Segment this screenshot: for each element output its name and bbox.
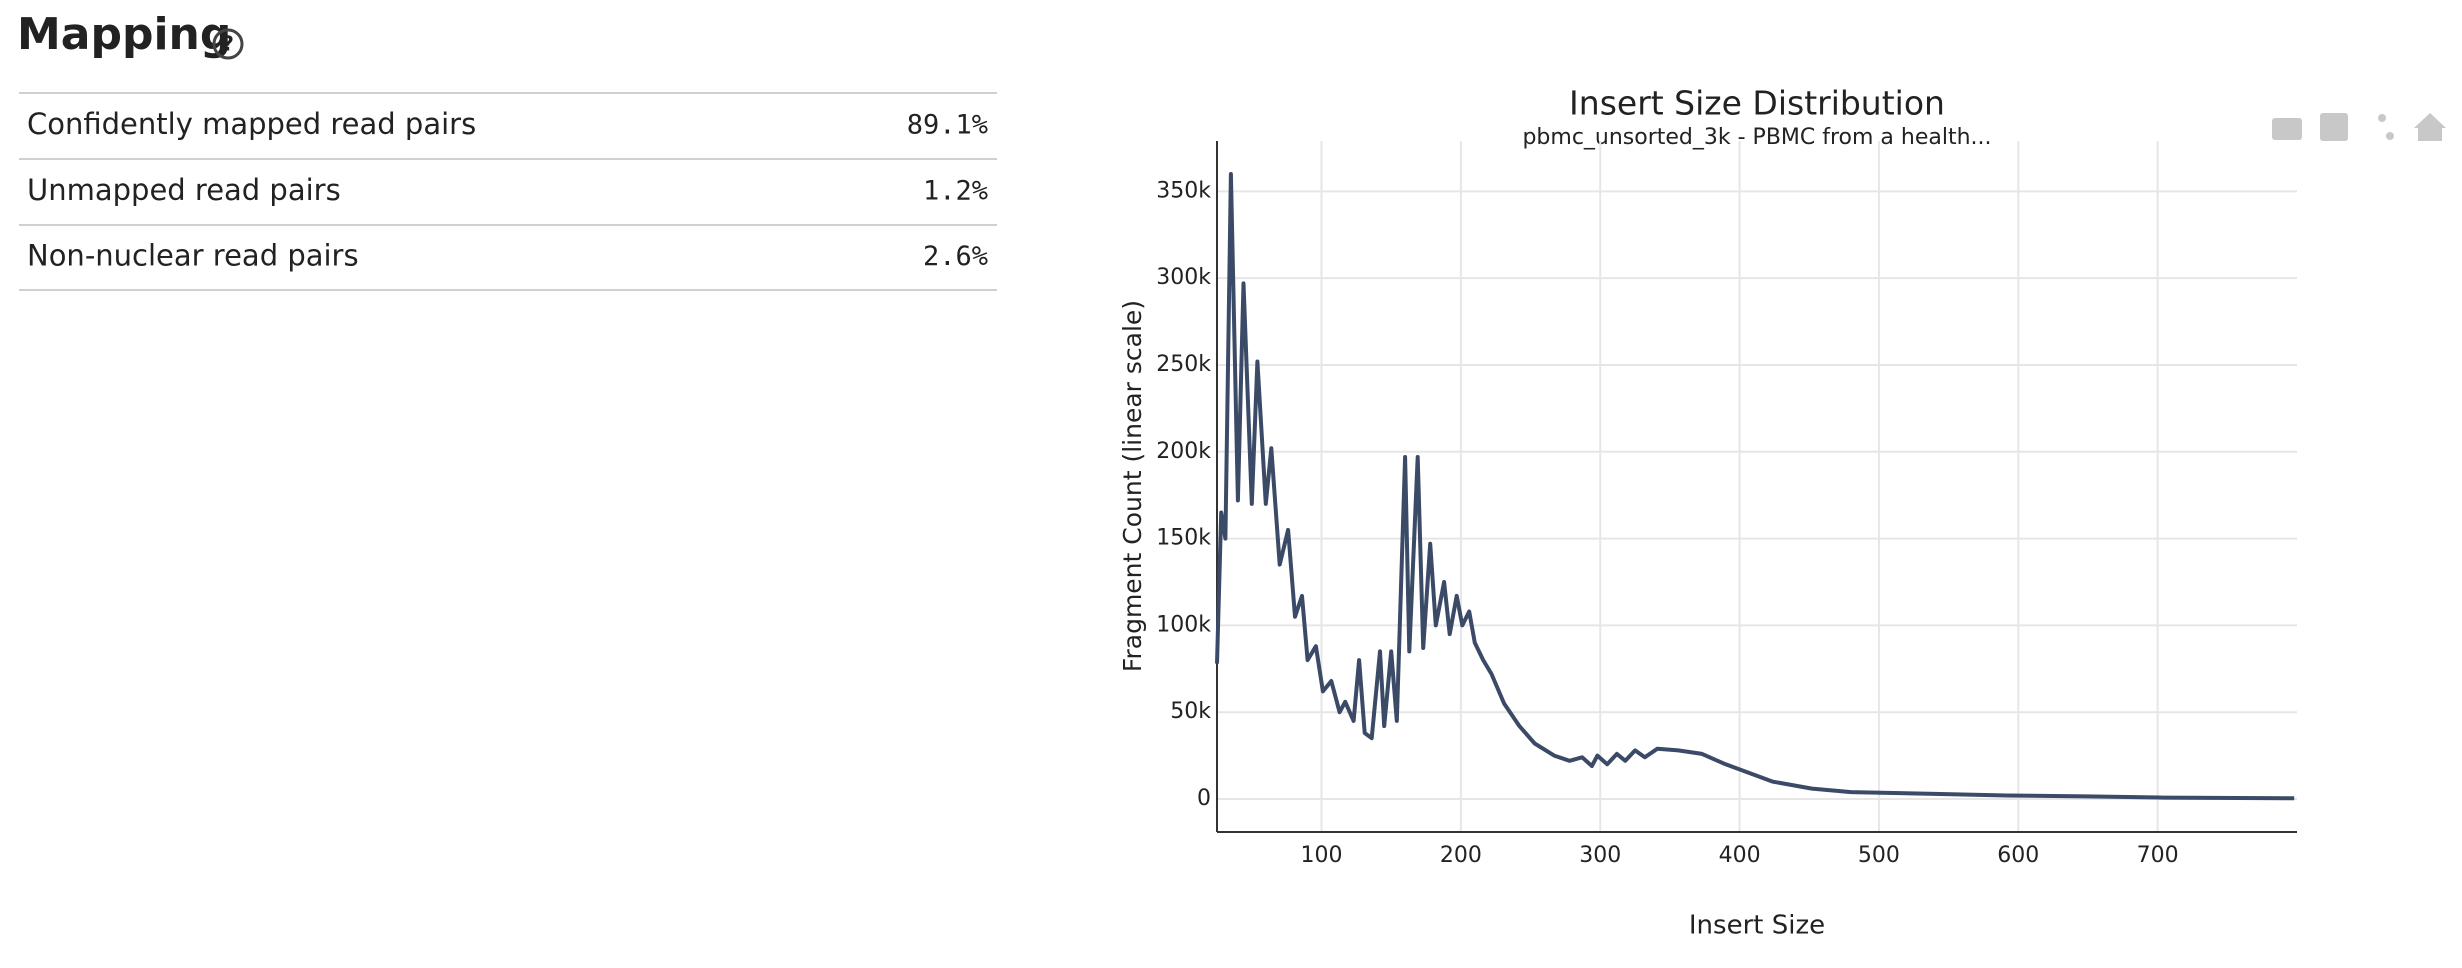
y-tick-label: 350k xyxy=(1156,178,1211,203)
x-axis-title: Insert Size xyxy=(1689,911,1825,941)
y-tick-label: 300k xyxy=(1156,265,1211,290)
section-title: Mapping xyxy=(17,9,231,60)
x-tick-label: 600 xyxy=(1997,843,2039,868)
toolbar xyxy=(2272,113,2446,141)
x-tick-label: 300 xyxy=(1579,843,1621,868)
data-line xyxy=(1215,172,2295,801)
chart-title: Insert Size Distribution xyxy=(1569,84,1945,123)
y-tick-label: 200k xyxy=(1156,439,1211,464)
row-value: 2.6% xyxy=(923,241,988,272)
camera-icon[interactable] xyxy=(2272,118,2302,140)
y-tick-label: 100k xyxy=(1156,612,1211,637)
y-tick-label: 150k xyxy=(1156,526,1211,551)
x-tick-label: 500 xyxy=(1858,843,1900,868)
home-icon[interactable] xyxy=(2414,113,2446,141)
x-tick-label: 700 xyxy=(2137,843,2179,868)
y-tick-label: 0 xyxy=(1197,786,1211,811)
row-label: Confidently mapped read pairs xyxy=(27,107,476,141)
y-axis-title: Fragment Count (linear scale) xyxy=(1118,300,1147,672)
y-tick-label: 50k xyxy=(1170,699,1211,724)
pan-icon[interactable] xyxy=(2378,114,2386,122)
x-tick-label: 100 xyxy=(1301,843,1343,868)
row-value: 1.2% xyxy=(923,176,988,207)
help-icon[interactable]: ? xyxy=(212,28,244,60)
row-label: Non-nuclear read pairs xyxy=(27,239,359,273)
row-label: Unmapped read pairs xyxy=(27,173,341,207)
x-tick-label: 400 xyxy=(1719,843,1761,868)
svg-text:?: ? xyxy=(222,32,234,56)
x-tick-label: 200 xyxy=(1440,843,1482,868)
zoom-icon[interactable] xyxy=(2320,113,2348,141)
chart-subtitle: pbmc_unsorted_3k - PBMC from a health... xyxy=(1522,125,1991,150)
row-value: 89.1% xyxy=(907,110,988,141)
y-tick-label: 250k xyxy=(1156,352,1211,377)
